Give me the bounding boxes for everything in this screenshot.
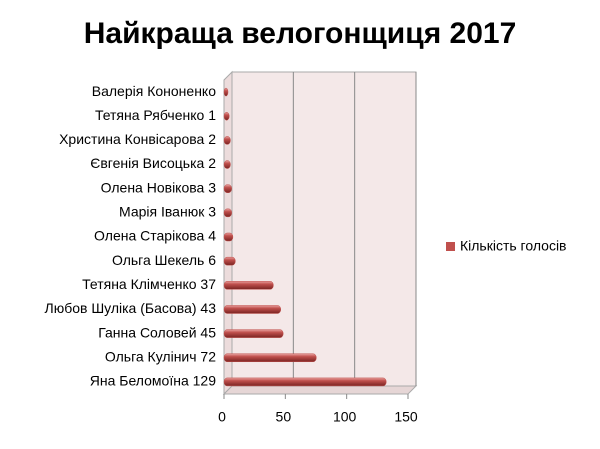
- y-tick-label: Ганна Соловей 45: [98, 324, 216, 340]
- x-tick-label: 150: [394, 409, 418, 425]
- y-tick-label: Христина Конвісарова 2: [59, 131, 216, 147]
- x-tick-label: 100: [333, 409, 357, 425]
- bar: [223, 136, 231, 145]
- legend-label: Кількість голосів: [460, 238, 567, 254]
- y-tick-label: Ольга Кулінич 72: [105, 348, 216, 364]
- y-tick-label: Валерія Кононенко: [92, 83, 216, 99]
- y-tick-label: Олена Новікова 3: [101, 179, 217, 195]
- bar: [223, 160, 231, 169]
- bar: [223, 184, 232, 193]
- bar: [223, 232, 234, 242]
- bar: [223, 305, 281, 314]
- bar: [223, 111, 230, 121]
- chart-title: Найкраща велогонщиця 2017: [84, 17, 517, 50]
- y-tick-label: Марія Іванюк 3: [119, 204, 216, 220]
- legend-swatch: [446, 242, 455, 251]
- y-tick-label: Яна Беломоїна 129: [90, 373, 216, 389]
- bar: [223, 377, 387, 387]
- y-tick-label: Любов Шуліка (Басова) 43: [45, 300, 217, 316]
- y-tick-label: Олена Старікова 4: [94, 228, 216, 244]
- bar: [223, 329, 284, 338]
- bar: [223, 256, 236, 266]
- floor: [222, 385, 418, 395]
- bar: [223, 87, 229, 97]
- x-tick-label: 50: [276, 409, 292, 425]
- bar: [223, 353, 317, 363]
- bar: [223, 208, 232, 218]
- bar: [223, 281, 274, 290]
- y-tick-label: Євгенія Висоцька 2: [90, 155, 216, 171]
- back-wall: [231, 71, 417, 387]
- y-tick-label: Тетяна Рябченко 1: [95, 107, 216, 123]
- y-tick-label: Тетяна Клімченко 37: [82, 276, 216, 292]
- y-tick-label: Ольга Шекель 6: [112, 252, 216, 268]
- x-tick-label: 0: [218, 409, 226, 425]
